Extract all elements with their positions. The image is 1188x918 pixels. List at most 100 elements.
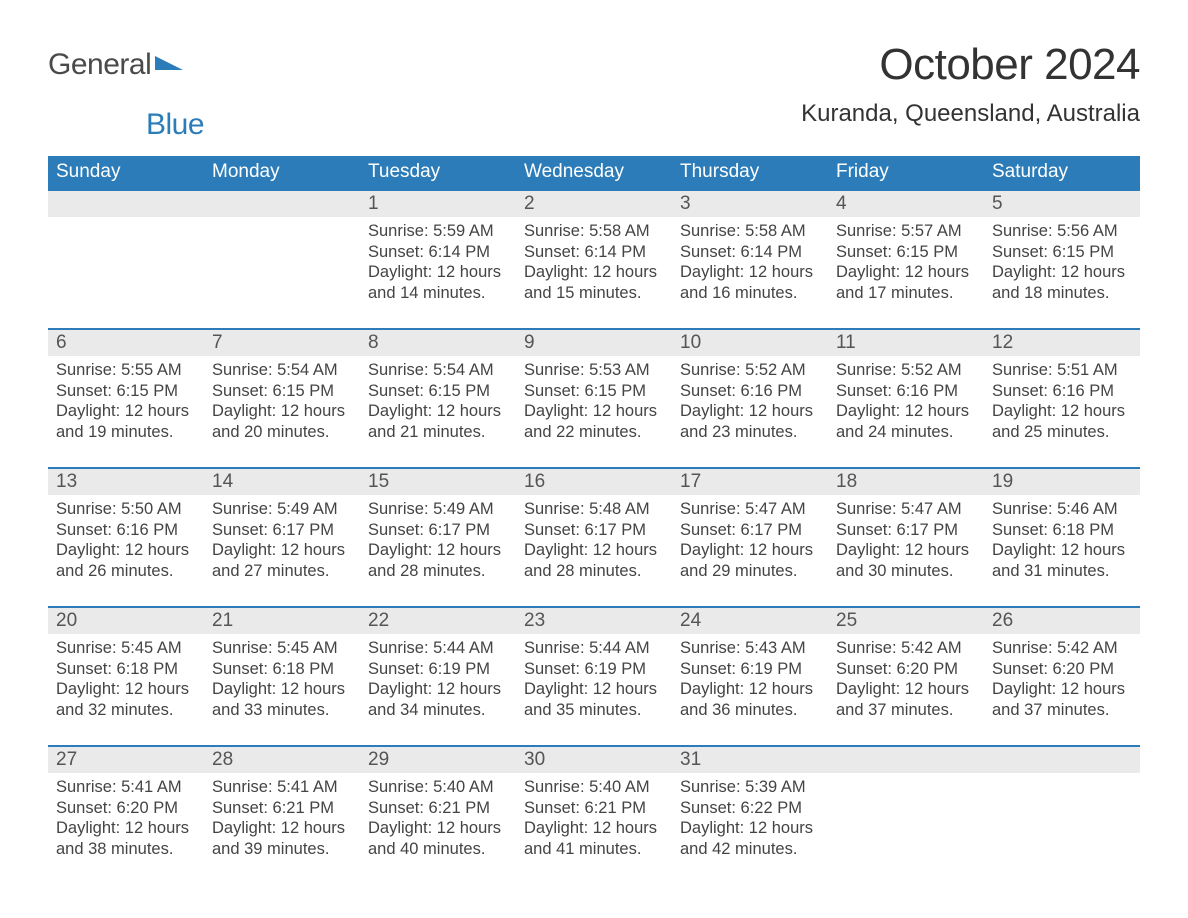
day-cell — [828, 773, 984, 885]
daylight-line-1: Daylight: 12 hours — [524, 679, 664, 700]
sunrise-line: Sunrise: 5:56 AM — [992, 221, 1132, 242]
day-header: Thursday — [672, 156, 828, 190]
sunrise-line: Sunrise: 5:44 AM — [524, 638, 664, 659]
sunset-line: Sunset: 6:15 PM — [524, 381, 664, 402]
day-cell: Sunrise: 5:52 AMSunset: 6:16 PMDaylight:… — [672, 356, 828, 468]
sunrise-line: Sunrise: 5:57 AM — [836, 221, 976, 242]
sunrise-line: Sunrise: 5:52 AM — [836, 360, 976, 381]
brand-word-2: Blue — [146, 108, 204, 141]
daylight-line-1: Daylight: 12 hours — [680, 679, 820, 700]
daynum-cell: 26 — [984, 607, 1140, 634]
daynum-cell: 5 — [984, 190, 1140, 217]
daynum-row: 13141516171819 — [48, 468, 1140, 495]
daynum-cell: 7 — [204, 329, 360, 356]
day-cell: Sunrise: 5:55 AMSunset: 6:15 PMDaylight:… — [48, 356, 204, 468]
sunrise-line: Sunrise: 5:49 AM — [212, 499, 352, 520]
daynum-cell: 2 — [516, 190, 672, 217]
daylight-line-1: Daylight: 12 hours — [56, 818, 196, 839]
sunrise-line: Sunrise: 5:47 AM — [680, 499, 820, 520]
daynum-cell: 28 — [204, 746, 360, 773]
day-cell — [48, 217, 204, 329]
daynum-cell: 10 — [672, 329, 828, 356]
sunrise-line: Sunrise: 5:42 AM — [992, 638, 1132, 659]
sunrise-line: Sunrise: 5:52 AM — [680, 360, 820, 381]
day-cell: Sunrise: 5:39 AMSunset: 6:22 PMDaylight:… — [672, 773, 828, 885]
day-cell: Sunrise: 5:45 AMSunset: 6:18 PMDaylight:… — [48, 634, 204, 746]
sunset-line: Sunset: 6:19 PM — [524, 659, 664, 680]
sunset-line: Sunset: 6:16 PM — [992, 381, 1132, 402]
daylight-line-1: Daylight: 12 hours — [524, 262, 664, 283]
daylight-line-1: Daylight: 12 hours — [368, 401, 508, 422]
daylight-line-2: and 28 minutes. — [524, 561, 664, 582]
day-cell: Sunrise: 5:45 AMSunset: 6:18 PMDaylight:… — [204, 634, 360, 746]
sunset-line: Sunset: 6:19 PM — [368, 659, 508, 680]
daylight-line-2: and 25 minutes. — [992, 422, 1132, 443]
daylight-line-1: Daylight: 12 hours — [368, 540, 508, 561]
daynum-cell: 23 — [516, 607, 672, 634]
content-row: Sunrise: 5:45 AM Sunset: 6:18 PM Daylight:… — [48, 634, 1140, 746]
daynum-cell — [828, 746, 984, 773]
daynum-cell: 30 — [516, 746, 672, 773]
sunset-line: Sunset: 6:17 PM — [368, 520, 508, 541]
day-cell: Sunrise: 5:44 AMSunset: 6:19 PMDaylight:… — [360, 634, 516, 746]
daylight-line-1: Daylight: 12 hours — [992, 262, 1132, 283]
daynum-cell — [48, 190, 204, 217]
daynum-cell: 29 — [360, 746, 516, 773]
day-cell: Sunrise: 5:58 AMSunset: 6:14 PMDaylight:… — [516, 217, 672, 329]
brand-word-1: General — [48, 48, 151, 82]
day-cell: Sunrise: 5:56 AMSunset: 6:15 PMDaylight:… — [984, 217, 1140, 329]
sunrise-line: Sunrise: 5:45 AM — [56, 638, 196, 659]
daylight-line-2: and 19 minutes. — [56, 422, 196, 443]
day-header: Tuesday — [360, 156, 516, 190]
sunrise-line: Sunrise: 5:48 AM — [524, 499, 664, 520]
daylight-line-1: Daylight: 12 hours — [56, 540, 196, 561]
daynum-cell: 20 — [48, 607, 204, 634]
daynum-cell: 27 — [48, 746, 204, 773]
sunset-line: Sunset: 6:15 PM — [212, 381, 352, 402]
calendar-table: Sunday Monday Tuesday Wednesday Thursday… — [48, 156, 1140, 885]
day-header: Sunday — [48, 156, 204, 190]
daynum-cell: 1 — [360, 190, 516, 217]
brand-mark-icon — [155, 50, 183, 70]
sunset-line: Sunset: 6:14 PM — [524, 242, 664, 263]
daylight-line-2: and 29 minutes. — [680, 561, 820, 582]
sunrise-line: Sunrise: 5:39 AM — [680, 777, 820, 798]
sunrise-line: Sunrise: 5:46 AM — [992, 499, 1132, 520]
day-cell: Sunrise: 5:40 AMSunset: 6:21 PMDaylight:… — [360, 773, 516, 885]
sunset-line: Sunset: 6:14 PM — [680, 242, 820, 263]
daylight-line-1: Daylight: 12 hours — [56, 401, 196, 422]
sunrise-line: Sunrise: 5:41 AM — [212, 777, 352, 798]
daylight-line-2: and 16 minutes. — [680, 283, 820, 304]
daylight-line-2: and 37 minutes. — [836, 700, 976, 721]
daylight-line-1: Daylight: 12 hours — [992, 540, 1132, 561]
sunrise-line: Sunrise: 5:50 AM — [56, 499, 196, 520]
daynum-cell: 21 — [204, 607, 360, 634]
sunset-line: Sunset: 6:17 PM — [836, 520, 976, 541]
daynum-cell: 25 — [828, 607, 984, 634]
month-title: October 2024 — [801, 40, 1140, 90]
daynum-cell: 22 — [360, 607, 516, 634]
sunset-line: Sunset: 6:18 PM — [212, 659, 352, 680]
sunrise-line: Sunrise: 5:59 AM — [368, 221, 508, 242]
sunrise-line: Sunrise: 5:54 AM — [212, 360, 352, 381]
daylight-line-1: Daylight: 12 hours — [212, 818, 352, 839]
daylight-line-1: Daylight: 12 hours — [212, 540, 352, 561]
daylight-line-2: and 33 minutes. — [212, 700, 352, 721]
daynum-cell: 14 — [204, 468, 360, 495]
day-cell: Sunrise: 5:42 AMSunset: 6:20 PMDaylight:… — [984, 634, 1140, 746]
daylight-line-2: and 37 minutes. — [992, 700, 1132, 721]
day-cell: Sunrise: 5:41 AMSunset: 6:20 PMDaylight:… — [48, 773, 204, 885]
daylight-line-2: and 18 minutes. — [992, 283, 1132, 304]
daynum-cell: 24 — [672, 607, 828, 634]
daynum-cell: 13 — [48, 468, 204, 495]
daynum-row: 20212223242526 — [48, 607, 1140, 634]
sunset-line: Sunset: 6:17 PM — [524, 520, 664, 541]
day-cell: Sunrise: 5:44 AMSunset: 6:19 PMDaylight:… — [516, 634, 672, 746]
daylight-line-2: and 31 minutes. — [992, 561, 1132, 582]
daynum-cell: 8 — [360, 329, 516, 356]
sunset-line: Sunset: 6:21 PM — [212, 798, 352, 819]
sunrise-line: Sunrise: 5:42 AM — [836, 638, 976, 659]
daylight-line-2: and 38 minutes. — [56, 839, 196, 860]
sunrise-line: Sunrise: 5:49 AM — [368, 499, 508, 520]
day-cell: Sunrise: 5:42 AMSunset: 6:20 PMDaylight:… — [828, 634, 984, 746]
